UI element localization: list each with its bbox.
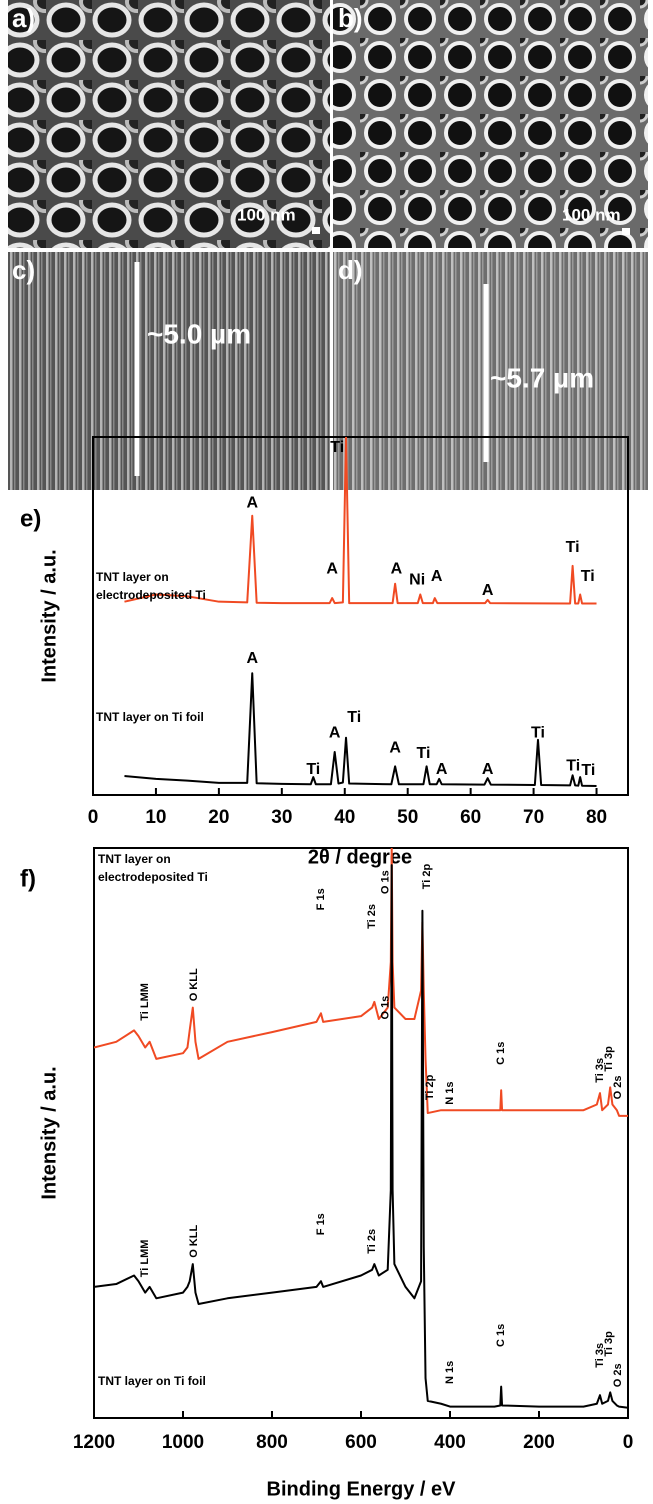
peak-label: A xyxy=(246,650,258,667)
peak-label: Ti xyxy=(566,758,580,775)
peak-label: Ti 3s xyxy=(594,1058,606,1083)
peak-label: Ti xyxy=(581,568,595,585)
image-label: a) xyxy=(12,3,35,33)
peak-label: A xyxy=(246,494,258,511)
series-name: TNT layer on electrodeposited Ti xyxy=(96,570,206,602)
peak-label: A xyxy=(329,724,341,741)
peak-label: N 1s xyxy=(444,1361,456,1384)
image-label: b) xyxy=(338,3,363,33)
x-tick-label: 10 xyxy=(145,807,166,828)
peak-label: A xyxy=(436,761,448,778)
sem-image xyxy=(8,252,330,490)
peak-label: O KLL xyxy=(188,1225,200,1258)
image-label: d) xyxy=(338,255,363,285)
legend-entry: TNT layer on electrodeposited Ti xyxy=(96,570,206,602)
peak-label: O KLL xyxy=(188,968,200,1001)
sem-panels: a) b) c) d) 100 nm 100 nm ~5.0 µm ~5.7 µ… xyxy=(8,0,648,490)
scale-label: ~5.7 µm xyxy=(490,362,594,393)
x-tick-label: 60 xyxy=(460,807,481,828)
panel-label: e) xyxy=(20,505,41,532)
x-tick-label: 30 xyxy=(271,807,292,828)
peak-label: Ti LMM xyxy=(139,983,151,1021)
scale-label: 100 nm xyxy=(562,205,621,224)
peak-label: Ti 2p xyxy=(421,863,433,889)
peak-label: C 1s xyxy=(495,1324,507,1347)
x-tick-label: 1000 xyxy=(162,1432,204,1453)
peak-label: Ti xyxy=(347,709,361,726)
peak-label: O 2s xyxy=(612,1363,624,1387)
peak-label: A xyxy=(391,561,403,578)
panel-label: f) xyxy=(20,865,36,892)
peak-label: Ti 3s xyxy=(594,1343,606,1368)
peak-label: A xyxy=(482,761,494,778)
scale-label: ~5.0 µm xyxy=(147,318,251,349)
series-name: TNT layer on electrodeposited Ti xyxy=(98,852,208,884)
x-axis-label: Binding Energy / eV xyxy=(267,1478,457,1500)
peak-label: Ti LMM xyxy=(139,1240,151,1278)
series-line xyxy=(124,672,597,788)
peak-label: A xyxy=(326,561,338,578)
x-tick-label: 20 xyxy=(208,807,229,828)
peak-label: Ti xyxy=(416,745,430,762)
plot-area xyxy=(94,848,628,1409)
peak-label: Ti xyxy=(306,761,320,778)
peak-label: Ti xyxy=(531,724,545,741)
legend-entry: TNT layer on Ti foil xyxy=(98,1374,206,1388)
peak-label: Ti 3p xyxy=(603,1331,615,1357)
series-name: TNT layer on Ti foil xyxy=(96,710,204,724)
x-tick-label: 0 xyxy=(88,807,99,828)
y-axis-label: Intensity / a.u. xyxy=(38,1066,60,1199)
series-line xyxy=(94,864,628,1409)
x-tick-label: 50 xyxy=(397,807,418,828)
sem-image xyxy=(333,252,648,490)
peak-label: O 1s xyxy=(379,996,391,1020)
peak-label: A xyxy=(431,568,443,585)
x-tick-label: 40 xyxy=(334,807,355,828)
legend-entry: TNT layer on electrodeposited Ti xyxy=(98,852,208,884)
series-line xyxy=(124,437,597,605)
plot-frame xyxy=(93,847,629,1419)
peak-label: Ti xyxy=(566,539,580,556)
peak-label: C 1s xyxy=(495,1042,507,1065)
peak-label: Ti 2p xyxy=(424,1074,436,1100)
sem-image xyxy=(333,0,648,248)
scale-bar xyxy=(622,228,630,235)
x-tick-label: 600 xyxy=(345,1432,377,1453)
scale-bar xyxy=(312,227,320,234)
peak-label: Ti xyxy=(581,762,595,779)
peak-label: O 2s xyxy=(612,1075,624,1099)
plot-frame xyxy=(92,436,629,796)
peak-label: N 1s xyxy=(444,1081,456,1104)
image-label: c) xyxy=(12,255,35,285)
peak-label: A xyxy=(482,582,494,599)
x-tick-label: 70 xyxy=(523,807,544,828)
x-tick-label: 200 xyxy=(523,1432,555,1453)
series-name: TNT layer on Ti foil xyxy=(98,1374,206,1388)
y-axis-label: Intensity / a.u. xyxy=(38,549,60,682)
x-axis-label: 2θ / degree xyxy=(308,846,412,868)
x-tick-label: 800 xyxy=(256,1432,288,1453)
x-tick-label: 0 xyxy=(623,1432,634,1453)
legend-entry: TNT layer on Ti foil xyxy=(96,710,204,724)
peak-label: Ti xyxy=(330,439,344,456)
peak-label: Ti 2s xyxy=(366,904,378,929)
peak-label: Ti 3p xyxy=(603,1046,615,1072)
peak-label: O 1s xyxy=(379,870,391,894)
x-tick-label: 400 xyxy=(434,1432,466,1453)
peak-label: A xyxy=(389,740,401,757)
peak-label: F 1s xyxy=(315,888,327,910)
x-tick-label: 80 xyxy=(586,807,607,828)
scale-label: 100 nm xyxy=(237,205,296,224)
x-tick-label: 1200 xyxy=(73,1432,115,1453)
sem-image xyxy=(8,0,330,248)
peak-label: Ti 2s xyxy=(366,1229,378,1254)
peak-label: F 1s xyxy=(315,1213,327,1235)
plot-area xyxy=(124,437,597,788)
peak-label: Ni xyxy=(409,571,425,588)
